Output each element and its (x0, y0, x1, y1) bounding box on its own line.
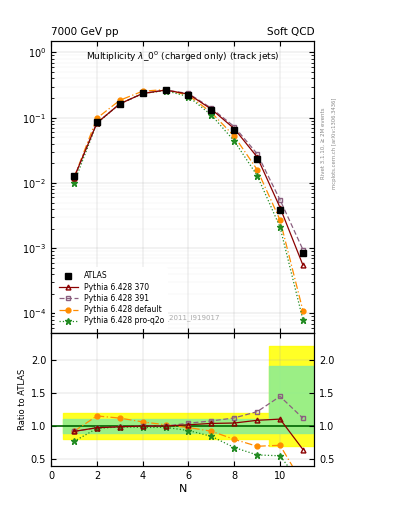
ATLAS (118, 100, 122, 106)
ATLAS (95, 119, 99, 125)
ATLAS (301, 250, 305, 256)
Y-axis label: Ratio to ATLAS: Ratio to ATLAS (18, 369, 27, 430)
Legend: ATLAS, Pythia 6.428 370, Pythia 6.428 391, Pythia 6.428 default, Pythia 6.428 pr: ATLAS, Pythia 6.428 370, Pythia 6.428 39… (55, 267, 168, 329)
ATLAS (140, 90, 145, 96)
Text: mcplots.cern.ch [arXiv:1306.3436]: mcplots.cern.ch [arXiv:1306.3436] (332, 98, 337, 189)
ATLAS (186, 92, 191, 98)
ATLAS (278, 207, 283, 214)
X-axis label: N: N (178, 483, 187, 494)
Text: ATLAS_2011_I919017: ATLAS_2011_I919017 (145, 315, 220, 322)
ATLAS (232, 127, 237, 133)
ATLAS (209, 107, 214, 113)
Line: ATLAS: ATLAS (71, 88, 306, 255)
ATLAS (163, 87, 168, 93)
Text: Rivet 3.1.10, ≥ 2M events: Rivet 3.1.10, ≥ 2M events (320, 108, 325, 179)
Text: Soft QCD: Soft QCD (267, 27, 314, 36)
Text: Multiplicity $\lambda\_0^0$ (charged only) (track jets): Multiplicity $\lambda\_0^0$ (charged onl… (86, 50, 279, 64)
ATLAS (72, 173, 76, 179)
ATLAS (255, 156, 259, 162)
Text: 7000 GeV pp: 7000 GeV pp (51, 27, 119, 36)
